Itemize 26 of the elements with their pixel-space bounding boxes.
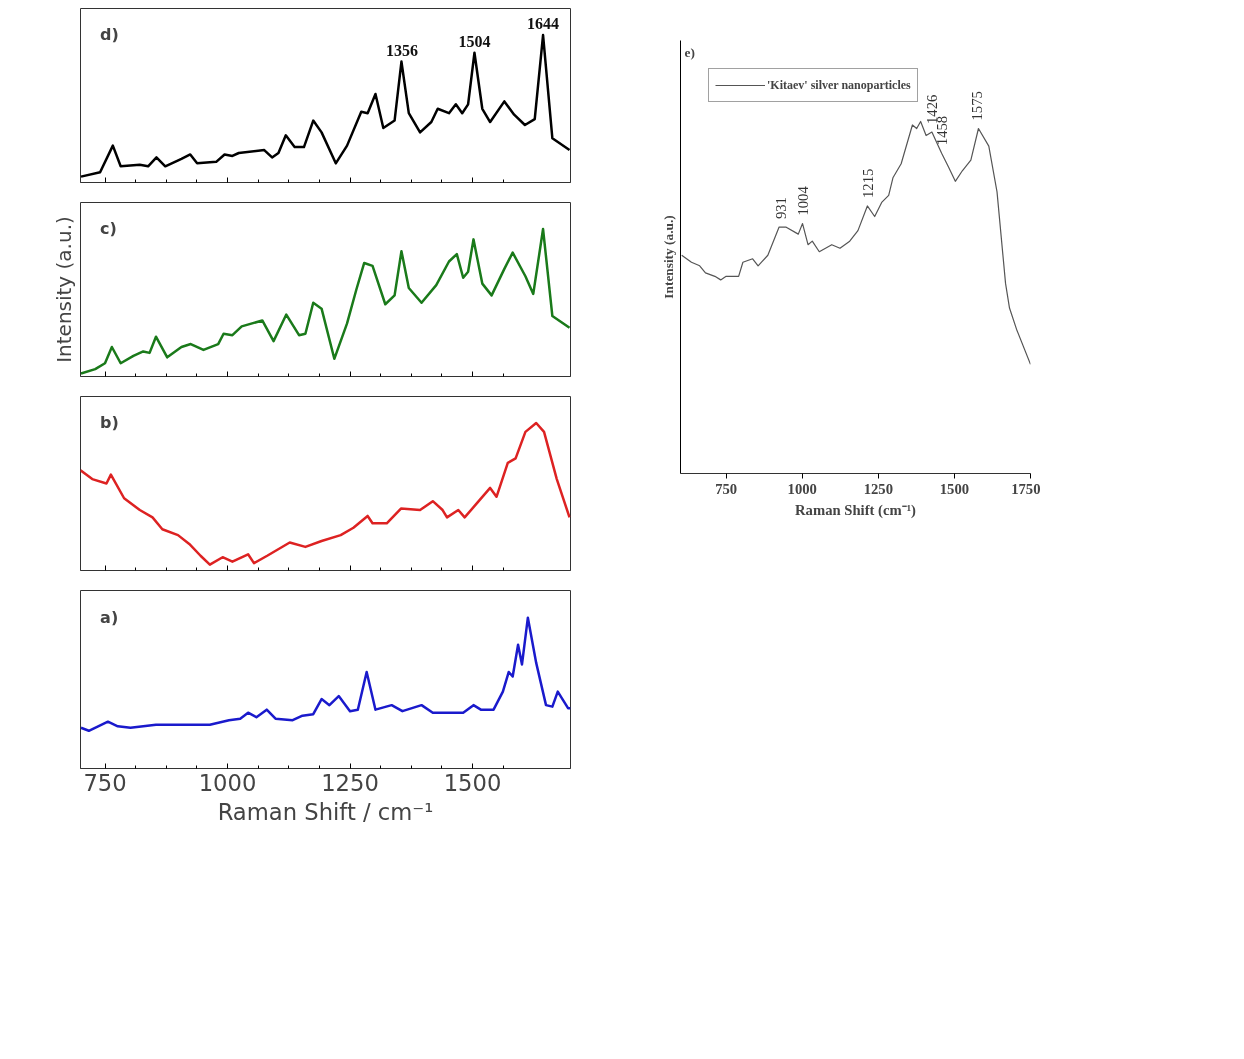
- annotation: 931: [773, 197, 790, 220]
- x-tick-label: 750: [715, 480, 738, 497]
- x-tick-label: 1500: [443, 769, 502, 796]
- annotation: a): [100, 607, 119, 627]
- legend-label: 'Kitaev' silver nanoparticles: [767, 77, 911, 93]
- annotation: 1644: [527, 15, 560, 33]
- annotation: b): [100, 413, 119, 433]
- annotation: 1004: [795, 185, 812, 216]
- x-tick-label: 1500: [939, 480, 970, 497]
- annotation: 1356: [385, 41, 418, 59]
- x-axis-title: Raman Shift (cm⁻¹): [795, 501, 917, 519]
- x-axis-title: Raman Shift / cm⁻¹: [217, 798, 434, 825]
- x-tick-label: 1000: [787, 480, 817, 497]
- text: e): [684, 44, 695, 60]
- x-tick-label: 750: [83, 769, 127, 796]
- annotation: 1575: [969, 91, 986, 121]
- annotation: 1215: [859, 168, 876, 198]
- annotation: c): [100, 219, 117, 239]
- x-tick-label: 1750: [1011, 480, 1041, 497]
- x-tick-label: 1250: [321, 769, 379, 796]
- annotation: 1504: [458, 32, 491, 50]
- y-axis-title: Intensity (a.u.): [660, 215, 676, 299]
- y-axis-title: Intensity (a.u.): [51, 216, 76, 363]
- x-tick-label: 1000: [198, 769, 257, 796]
- x-tick-label: 1250: [863, 480, 893, 497]
- annotation: d): [100, 25, 119, 45]
